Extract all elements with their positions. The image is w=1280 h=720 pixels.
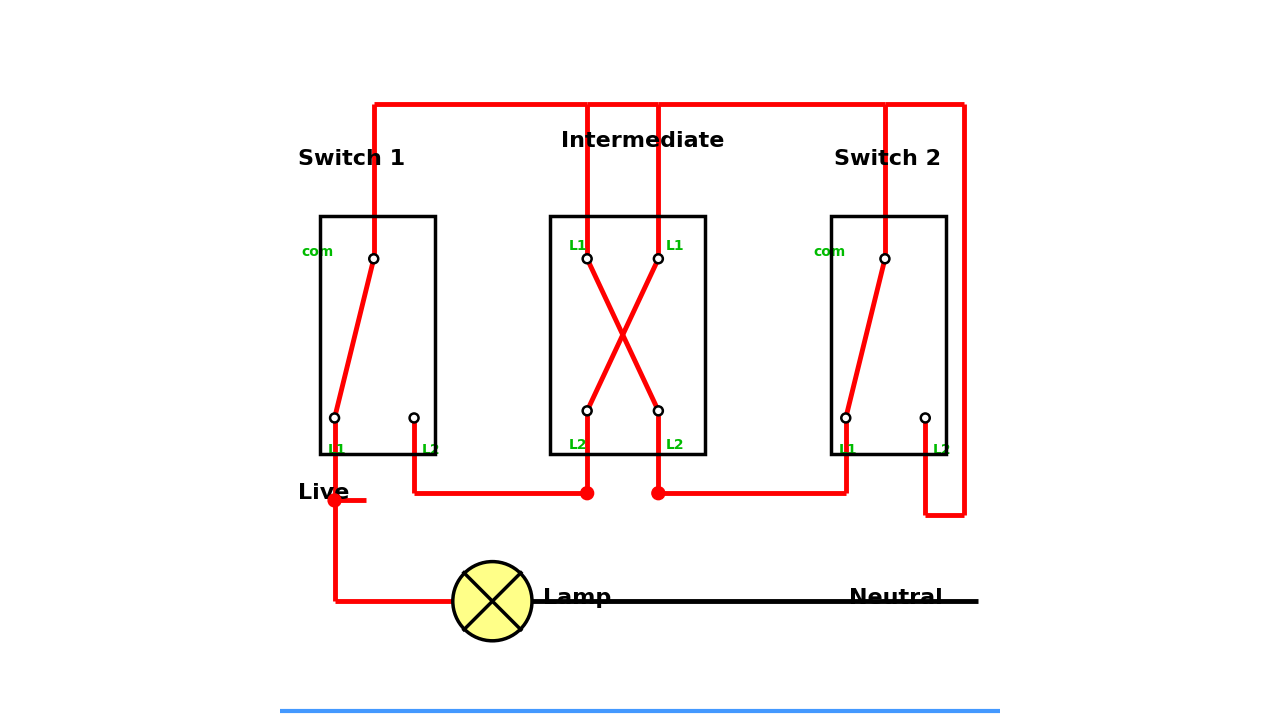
- Bar: [320, 216, 435, 454]
- Circle shape: [655, 408, 660, 413]
- Text: L1: L1: [570, 239, 588, 253]
- Text: Intermediate: Intermediate: [561, 131, 724, 151]
- Circle shape: [582, 253, 593, 264]
- Text: com: com: [813, 245, 845, 258]
- Text: Live: Live: [298, 483, 349, 503]
- Text: L2: L2: [932, 444, 951, 457]
- Text: L1: L1: [838, 444, 858, 457]
- Text: Neutral: Neutral: [849, 588, 942, 608]
- Text: L2: L2: [666, 438, 685, 452]
- Circle shape: [882, 256, 887, 261]
- Text: L1: L1: [666, 239, 685, 253]
- Circle shape: [653, 406, 663, 416]
- Text: Lamp: Lamp: [543, 588, 611, 608]
- Circle shape: [410, 413, 419, 423]
- Circle shape: [332, 415, 337, 420]
- Circle shape: [653, 253, 663, 264]
- Circle shape: [328, 494, 340, 507]
- Text: L1: L1: [328, 444, 346, 457]
- Circle shape: [371, 256, 376, 261]
- Circle shape: [841, 413, 851, 423]
- Text: Switch 2: Switch 2: [835, 149, 941, 169]
- Circle shape: [581, 487, 594, 500]
- Circle shape: [879, 253, 890, 264]
- Circle shape: [329, 413, 339, 423]
- Circle shape: [655, 256, 660, 261]
- Text: com: com: [302, 245, 334, 258]
- Bar: [831, 216, 946, 454]
- Text: L2: L2: [570, 438, 588, 452]
- Circle shape: [585, 408, 590, 413]
- Bar: [550, 216, 705, 454]
- Circle shape: [453, 562, 532, 641]
- Text: Switch 1: Switch 1: [298, 149, 406, 169]
- Circle shape: [652, 487, 664, 500]
- Circle shape: [585, 256, 590, 261]
- Circle shape: [412, 415, 416, 420]
- Text: L2: L2: [421, 444, 440, 457]
- Circle shape: [582, 406, 593, 416]
- Circle shape: [844, 415, 849, 420]
- Circle shape: [369, 253, 379, 264]
- Circle shape: [923, 415, 928, 420]
- Circle shape: [920, 413, 931, 423]
